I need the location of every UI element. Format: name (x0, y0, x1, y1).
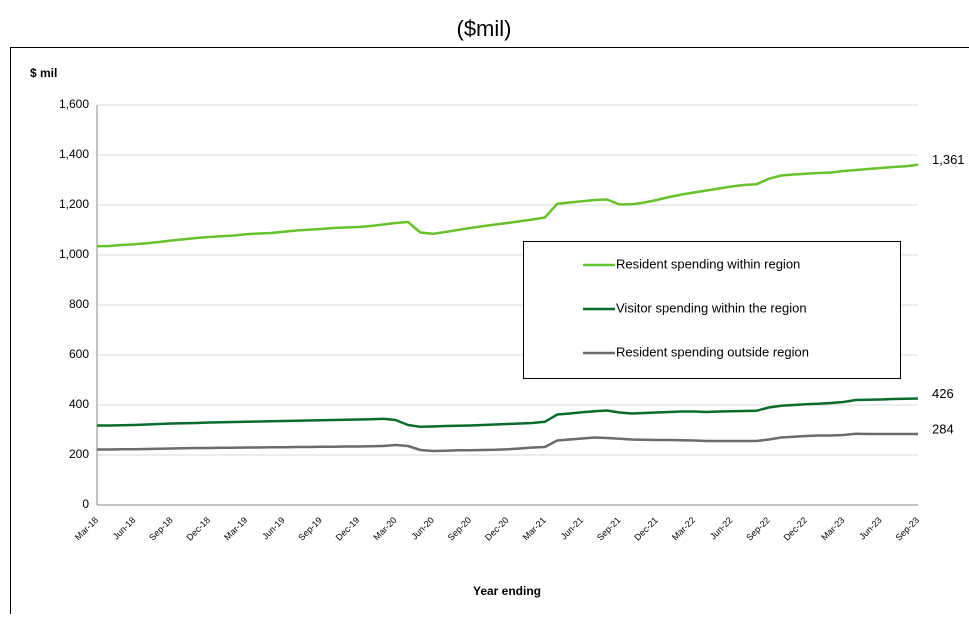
x-tick-label: Sep-21 (595, 515, 623, 543)
x-tick-label: Mar-18 (73, 515, 100, 542)
x-tick-label: Jun-23 (857, 515, 884, 542)
x-tick-label: Mar-19 (222, 515, 249, 542)
y-tick-label: 1,000 (59, 247, 89, 261)
value-label: 284 (932, 421, 954, 436)
series-line (97, 434, 918, 451)
x-tick-label: Mar-23 (819, 515, 846, 542)
x-tick-label: Dec-21 (632, 515, 660, 543)
x-tick-label: Dec-18 (184, 515, 212, 543)
x-tick-label: Sep-19 (296, 515, 324, 543)
x-tick-label: Jun-19 (260, 515, 287, 542)
series-line (97, 399, 918, 427)
x-tick-label: Sep-20 (446, 515, 474, 543)
legend-label: Visitor spending within the region (616, 300, 807, 315)
value-label: 426 (932, 386, 954, 401)
x-axis-title: Year ending (473, 584, 541, 598)
x-tick-label: Jun-20 (409, 515, 436, 542)
y-tick-label: 1,200 (59, 197, 89, 211)
x-tick-label: Mar-20 (371, 515, 398, 542)
y-tick-label: 0 (82, 497, 89, 511)
x-tick-label: Sep-23 (893, 515, 921, 543)
value-label: 1,361 (932, 152, 965, 167)
legend-label: Resident spending within region (616, 256, 800, 271)
x-tick-label: Dec-22 (782, 515, 810, 543)
y-tick-label: 600 (69, 347, 89, 361)
y-tick-label: 400 (69, 397, 89, 411)
legend-label: Resident spending outside region (616, 344, 809, 359)
x-tick-label: Mar-22 (670, 515, 697, 542)
x-tick-label: Sep-22 (744, 515, 772, 543)
x-tick-label: Sep-18 (147, 515, 175, 543)
series-line (97, 165, 918, 247)
y-tick-label: 200 (69, 447, 89, 461)
x-tick-label: Jun-18 (111, 515, 138, 542)
y-tick-label: 1,400 (59, 147, 89, 161)
x-tick-label: Jun-21 (559, 515, 586, 542)
x-tick-label: Mar-21 (521, 515, 548, 542)
y-axis-title: $ mil (30, 66, 57, 80)
x-tick-label: Dec-19 (334, 515, 362, 543)
chart-title: ($mil) (457, 16, 512, 41)
x-tick-label: Jun-22 (708, 515, 735, 542)
y-tick-label: 800 (69, 297, 89, 311)
x-tick-label: Dec-20 (483, 515, 511, 543)
y-tick-label: 1,600 (59, 97, 89, 111)
